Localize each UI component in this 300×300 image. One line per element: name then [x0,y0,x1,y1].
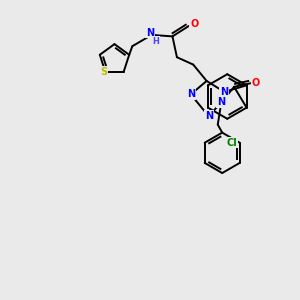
Text: N: N [220,87,228,97]
Text: N: N [146,28,154,38]
Text: H: H [153,37,160,46]
Text: Cl: Cl [226,138,237,148]
Text: N: N [205,111,213,121]
Text: S: S [100,67,107,77]
Text: O: O [252,78,260,88]
Text: N: N [187,89,195,99]
Text: N: N [217,97,225,107]
Text: O: O [190,20,198,29]
